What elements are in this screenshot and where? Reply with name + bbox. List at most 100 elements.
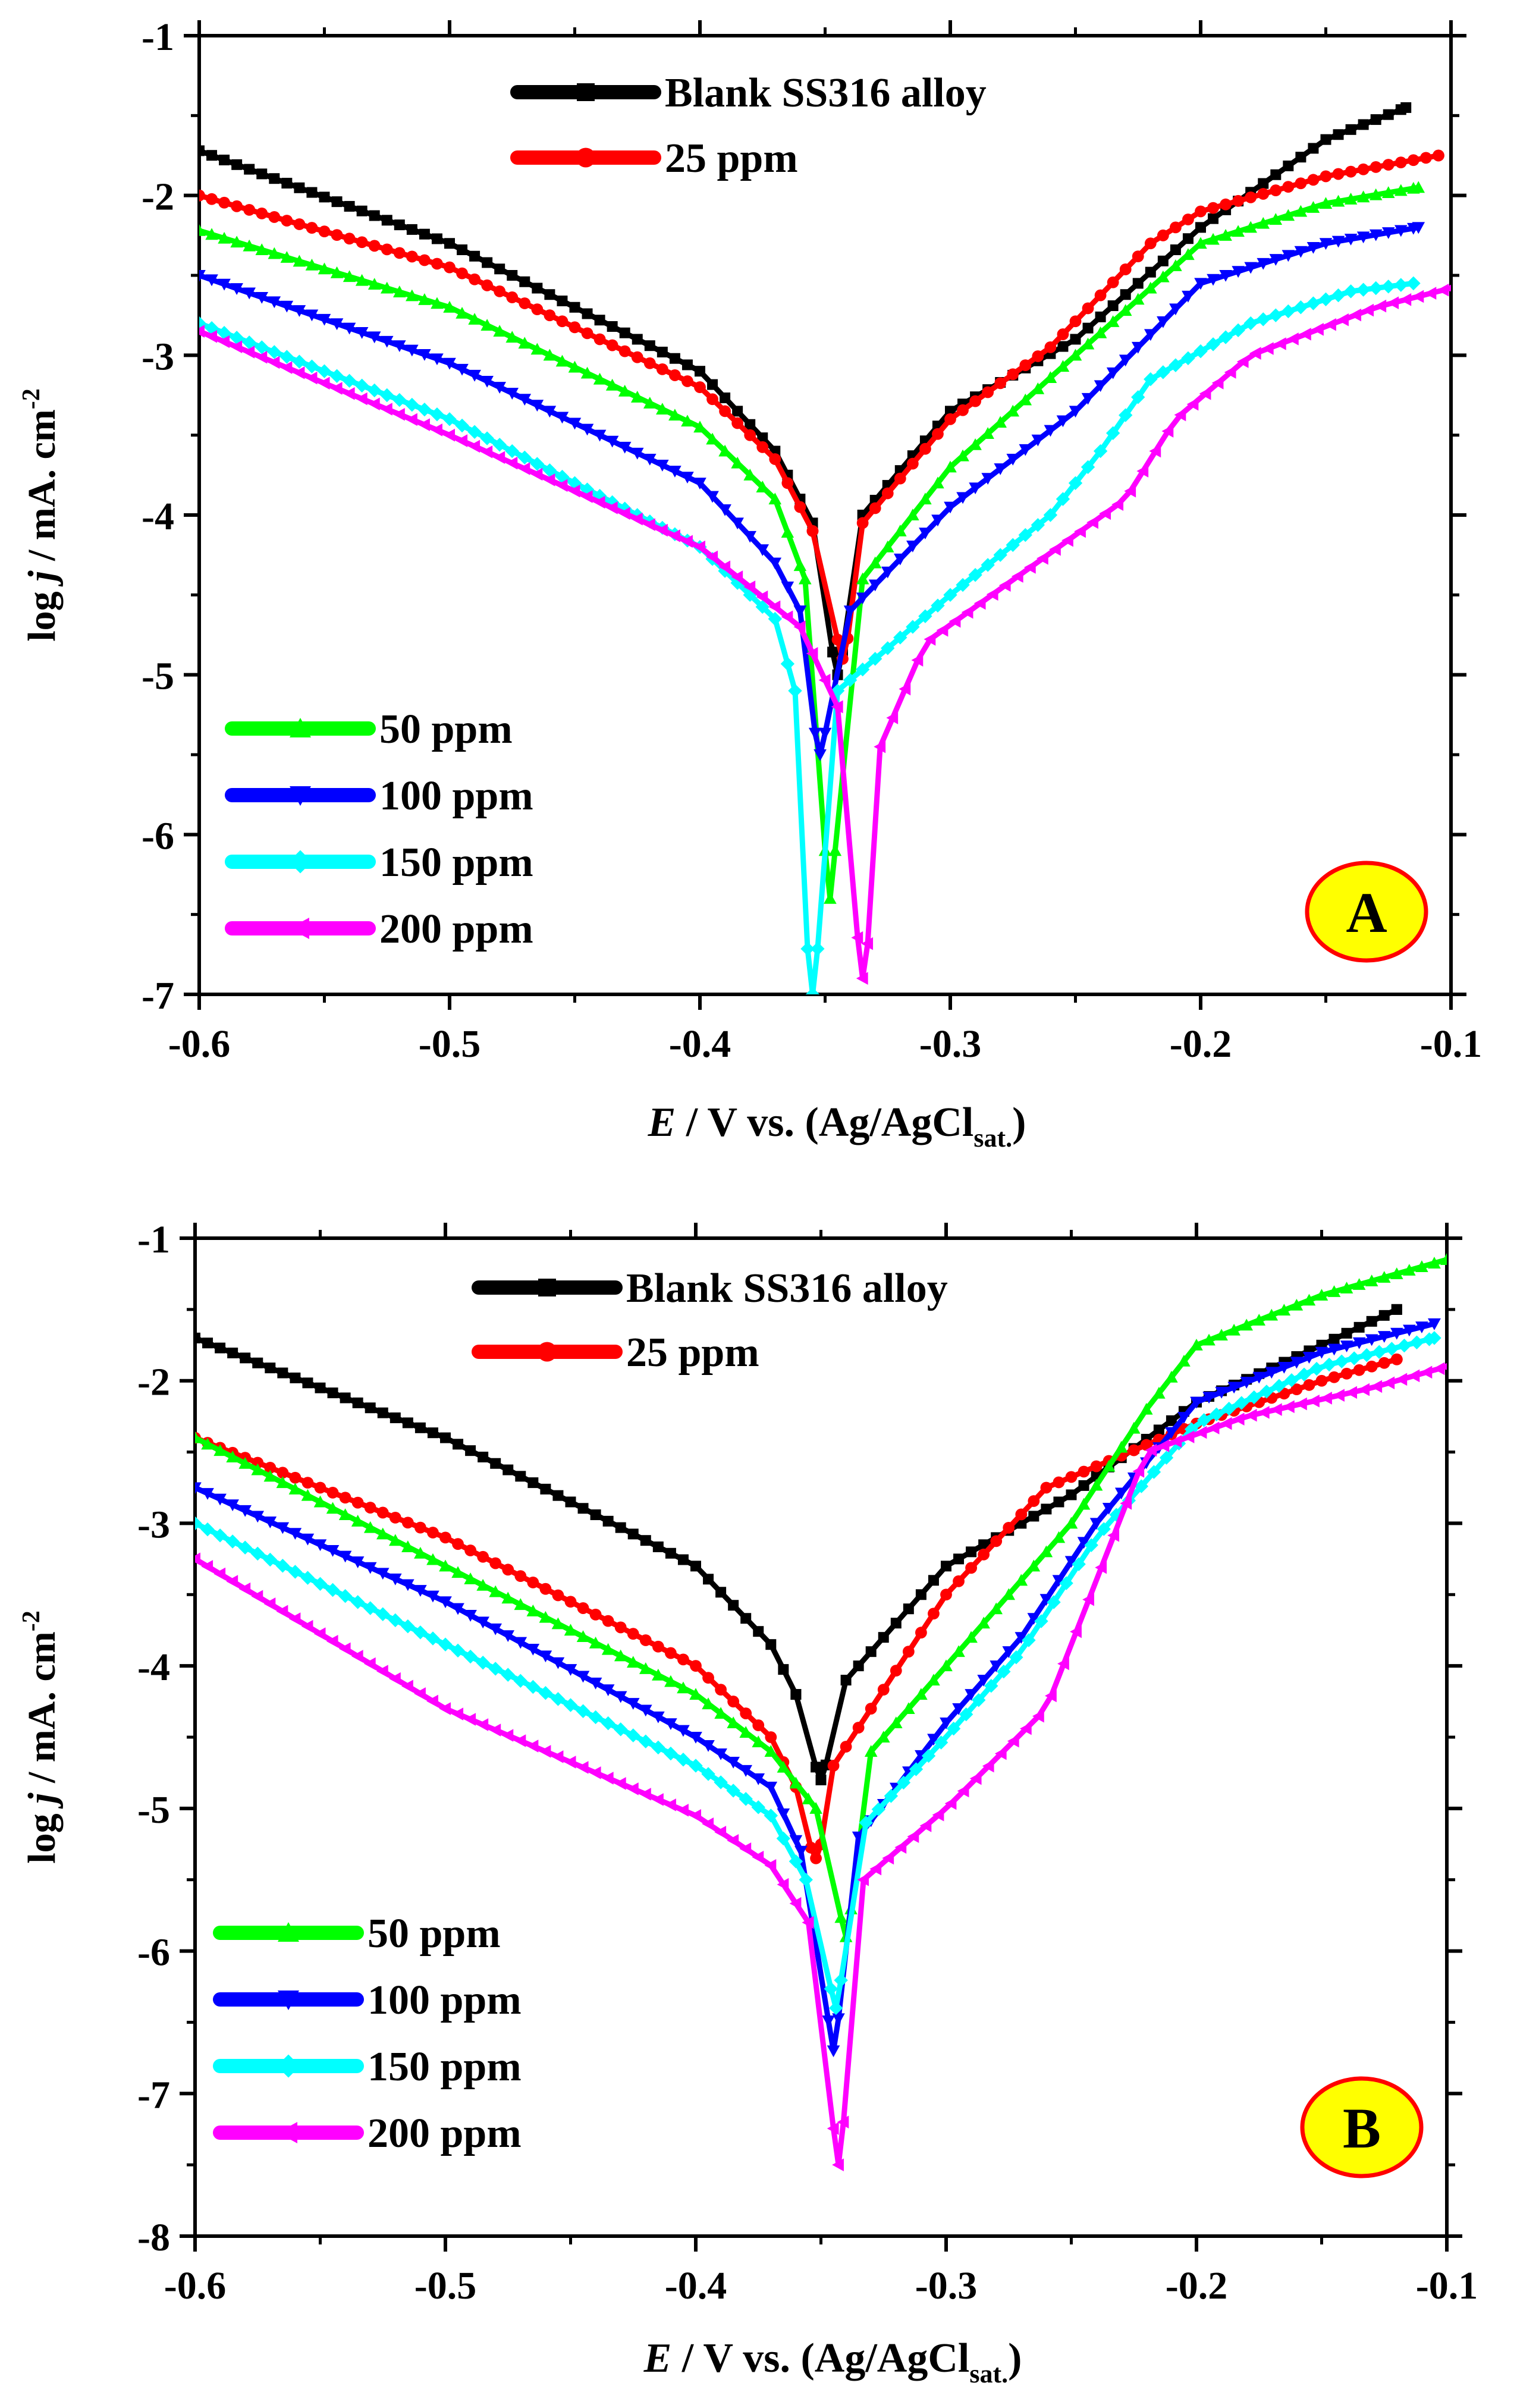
panel-b-series-100-ppm-point bbox=[822, 2015, 835, 2027]
panel-a-series-50-ppm-point bbox=[981, 427, 994, 439]
panel-a-series-150-ppm-point bbox=[1293, 300, 1308, 315]
panel-b-series-blank-ss316-alloy-point bbox=[665, 1547, 676, 1559]
panel-b-series-25-ppm-point bbox=[351, 1496, 364, 1509]
panel-a-series-100-ppm-point bbox=[1232, 266, 1245, 278]
panel-b-series-100-ppm-point bbox=[652, 1711, 665, 1723]
panel-b-series-200-ppm-point bbox=[201, 1560, 213, 1573]
panel-a-series-200-ppm-point bbox=[1312, 323, 1324, 336]
panel-b-series-200-ppm-point bbox=[714, 1826, 727, 1839]
panel-a-series-50-ppm-point bbox=[318, 262, 331, 275]
panel-b-series-100-ppm-point bbox=[664, 1718, 677, 1731]
panel-b-series-blank-ss316-alloy-point bbox=[753, 1626, 764, 1637]
panel-b-series-150-ppm-point bbox=[739, 1792, 753, 1806]
panel-b-series-200-ppm-point bbox=[426, 1694, 438, 1708]
panel-b-series-150-ppm-point bbox=[563, 1698, 578, 1712]
panel-a-series-50-ppm-point bbox=[230, 236, 243, 248]
panel-b-series-100-ppm-point bbox=[752, 1773, 765, 1785]
panel-b-series-200-ppm-point bbox=[514, 1734, 526, 1747]
panel-b-series-100-ppm-point bbox=[1265, 1367, 1279, 1379]
panel-a-series-25-ppm-point bbox=[419, 254, 431, 266]
panel-a-series-blank-ss316-alloy-point bbox=[1370, 114, 1381, 125]
panel-a-series-blank-ss316-alloy-point bbox=[369, 210, 380, 221]
panel-b-series-blank-ss316-alloy-point bbox=[1153, 1424, 1164, 1436]
panel-b-x-axis-title: E / V vs. (Ag/AgClsat.) bbox=[643, 2335, 1022, 2388]
panel-a-series-blank-ss316-alloy-point bbox=[1208, 213, 1219, 224]
panel-a-series-25-ppm-point bbox=[1195, 205, 1207, 218]
panel-a-legend-150-ppm-marker bbox=[288, 850, 312, 874]
panel-b-series-blank-ss316-alloy-point bbox=[195, 1332, 200, 1343]
panel-a-series-50-ppm-point bbox=[643, 397, 657, 409]
panel-b-series-200-ppm-point bbox=[752, 1850, 764, 1864]
panel-a-series-25-ppm-point bbox=[206, 193, 218, 205]
panel-b-series-50-ppm-point bbox=[1140, 1402, 1153, 1415]
panel-b-series-50-ppm-point bbox=[940, 1659, 953, 1672]
panel-a-series-blank-ss316-alloy-point bbox=[482, 257, 493, 268]
panel-a-series-50-ppm-point bbox=[919, 492, 932, 505]
panel-a-series-25-ppm-point bbox=[1182, 214, 1194, 225]
panel-b-series-100-ppm-point bbox=[401, 1579, 414, 1591]
panel-b-series-blank-ss316-alloy-point bbox=[1328, 1333, 1340, 1345]
panel-a-series-150-ppm-point bbox=[279, 350, 294, 364]
panel-a-series-blank-ss316-alloy-point bbox=[206, 150, 218, 161]
panel-a-series-100-ppm-point bbox=[969, 482, 982, 495]
panel-b-series-150-ppm-point bbox=[538, 1685, 553, 1700]
panel-b-series-200-ppm-point bbox=[301, 1619, 313, 1633]
panel-b-y-tick-label: -6 bbox=[137, 1931, 170, 1974]
panel-b-series-200-ppm-point bbox=[288, 1612, 301, 1625]
panel-a-series-blank-ss316-alloy-point bbox=[827, 646, 838, 658]
panel-a-series-100-ppm-point bbox=[468, 369, 481, 382]
panel-a-series-25-ppm-point bbox=[293, 218, 306, 230]
panel-b-series-25-ppm-point bbox=[827, 1760, 840, 1772]
panel-b-series-blank-ss316-alloy-point bbox=[1078, 1480, 1089, 1491]
panel-b-series-200-ppm-point bbox=[1007, 1734, 1019, 1748]
panel-b-badge-label: B bbox=[1343, 2096, 1381, 2160]
panel-a-series-200-ppm-point bbox=[1036, 552, 1048, 565]
panel-b-x-tick-label: -0.6 bbox=[164, 2264, 226, 2307]
panel-b-series-150-ppm-point bbox=[513, 1674, 527, 1688]
panel-b-series-50-ppm-point bbox=[276, 1476, 290, 1489]
panel-b-series-100-ppm-point bbox=[564, 1664, 577, 1676]
panel-a-series-50-ppm-point bbox=[868, 556, 882, 569]
panel-a-series-25-ppm-point bbox=[506, 291, 519, 303]
panel-a-series-100-ppm-point bbox=[1319, 238, 1333, 250]
panel-b-series-200-ppm-point bbox=[764, 1858, 777, 1872]
panel-a-series-200-ppm-point bbox=[1374, 299, 1387, 313]
panel-a-series-200-ppm-point bbox=[1412, 290, 1424, 303]
panel-a-series-50-ppm-point bbox=[618, 384, 632, 397]
panel-b-series-25-ppm-point bbox=[865, 1703, 877, 1715]
panel-b-series-25-ppm-point bbox=[953, 1575, 965, 1587]
panel-a-series-150-ppm-point bbox=[1006, 538, 1020, 552]
panel-b-series-150-ppm-point bbox=[426, 1631, 440, 1646]
panel-a-series-100-ppm-point bbox=[1044, 425, 1057, 437]
panel-a-series-150-ppm-point bbox=[906, 620, 920, 634]
panel-b-series-50-ppm-point bbox=[464, 1572, 477, 1584]
panel-a-series-100-ppm-point bbox=[731, 517, 744, 530]
panel-a-series-200-ppm-point bbox=[1099, 507, 1111, 520]
panel-a-series-150-ppm-point bbox=[517, 450, 532, 464]
panel-a-series-50-ppm-point bbox=[255, 243, 269, 256]
panel-a-series-25-ppm-point bbox=[669, 369, 681, 381]
panel-b-series-200-ppm-point bbox=[389, 1672, 401, 1685]
panel-b-series-blank-ss316-alloy-point bbox=[778, 1664, 789, 1675]
panel-a-series-200-ppm-point bbox=[1261, 342, 1274, 355]
panel-b-series-200-ppm-point bbox=[1157, 1439, 1170, 1452]
panel-a-series-blank-ss316-alloy-point bbox=[1283, 160, 1294, 171]
panel-b-series-150-ppm-point bbox=[463, 1649, 478, 1664]
panel-b-series-150-ppm-point bbox=[1409, 1335, 1424, 1349]
panel-a-x-tick-label: -0.5 bbox=[419, 1022, 480, 1066]
panel-b-series-50-ppm-point bbox=[1002, 1588, 1016, 1600]
panel-a-series-100-ppm-point bbox=[555, 412, 569, 424]
panel-b-series-50-ppm-point bbox=[764, 1745, 778, 1757]
panel-a-series-200-ppm-point bbox=[530, 467, 543, 481]
panel-a-series-100-ppm-point bbox=[1031, 434, 1045, 447]
panel-a-series-blank-ss316-alloy-point bbox=[381, 215, 392, 226]
panel-b-series-200-ppm-point bbox=[994, 1747, 1007, 1760]
panel-a-series-150-ppm-point bbox=[1169, 358, 1183, 372]
panel-a-series-50-ppm-point bbox=[656, 403, 669, 415]
panel-a-series-blank-ss316-alloy-point bbox=[1182, 233, 1194, 244]
panel-b-series-200-ppm-point bbox=[439, 1702, 451, 1715]
panel-b-series-100-ppm-point bbox=[1277, 1361, 1291, 1374]
panel-b-series-200-ppm-point bbox=[907, 1830, 919, 1843]
panel-b-series-100-ppm-point bbox=[965, 1689, 978, 1701]
panel-b-series-25-ppm-point bbox=[852, 1722, 865, 1734]
